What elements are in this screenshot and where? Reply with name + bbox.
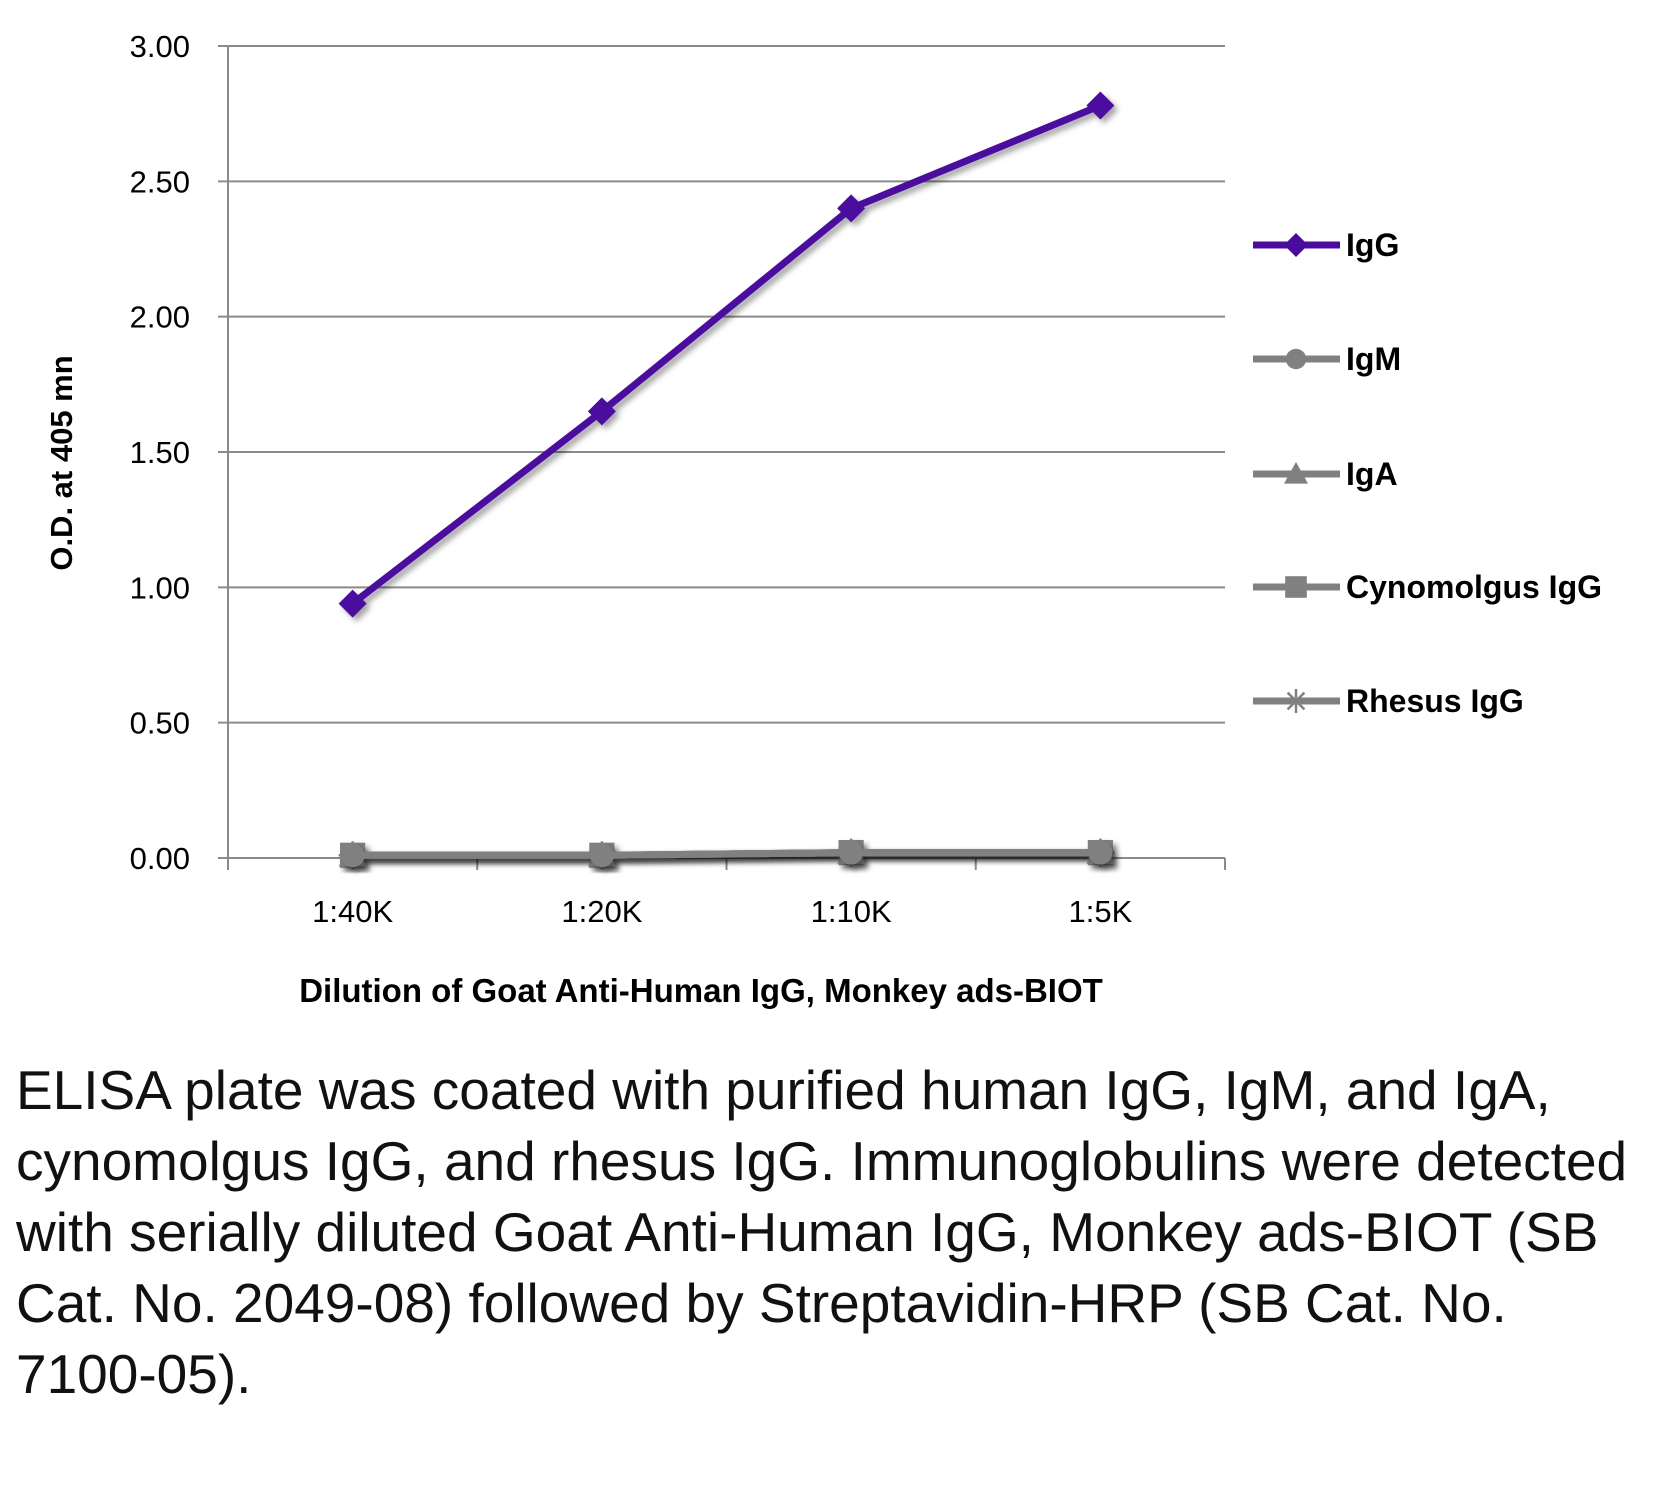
legend-label: IgA bbox=[1346, 456, 1398, 492]
square-marker bbox=[1285, 576, 1307, 598]
legend-label: IgG bbox=[1346, 227, 1399, 263]
legend-label: Cynomolgus IgG bbox=[1346, 569, 1602, 605]
legend-label: Rhesus IgG bbox=[1346, 683, 1524, 719]
diamond-marker bbox=[338, 589, 367, 618]
y-axis-title: O.D. at 405 mn bbox=[44, 355, 79, 570]
legend-item: IgG bbox=[1253, 227, 1399, 263]
y-tick-label: 1.50 bbox=[130, 435, 190, 470]
legend-item: Cynomolgus IgG bbox=[1253, 569, 1602, 605]
elisa-line-chart: 0.00 0.50 1.00 1.50 2.00 2.50 3.00 1:40K 1:20K 1:… bbox=[44, 29, 1602, 1009]
legend-item: IgA bbox=[1253, 456, 1398, 492]
star-stroke bbox=[1286, 691, 1306, 711]
figure-caption: ELISA plate was coated with purified hum… bbox=[16, 1059, 1628, 1405]
triangle-marker bbox=[1284, 462, 1308, 484]
star-marker bbox=[1284, 689, 1308, 713]
x-tick-label: 1:10K bbox=[811, 894, 892, 929]
gridlines bbox=[218, 45, 1225, 859]
series-igm bbox=[340, 840, 1113, 868]
axes: 0.00 0.50 1.00 1.50 2.00 2.50 3.00 1:40K 1:20K 1:… bbox=[130, 29, 1226, 929]
series-group bbox=[338, 91, 1115, 870]
y-tick-label: 0.50 bbox=[130, 706, 190, 741]
x-tick-label: 1:20K bbox=[561, 894, 642, 929]
y-tick-label: 2.50 bbox=[130, 164, 190, 199]
x-tick-label: 1:40K bbox=[312, 894, 393, 929]
circle-marker bbox=[589, 843, 614, 868]
legend-item: Rhesus IgG bbox=[1253, 683, 1524, 719]
circle-marker bbox=[1088, 840, 1113, 865]
y-tick-label: 1.00 bbox=[130, 570, 190, 605]
y-tick-label: 3.00 bbox=[130, 29, 190, 64]
diamond-marker bbox=[837, 194, 866, 223]
series-igg bbox=[338, 91, 1115, 618]
legend-label: IgM bbox=[1346, 341, 1401, 377]
y-tick-label: 2.00 bbox=[130, 300, 190, 335]
series-line bbox=[352, 849, 1101, 859]
x-tick-label: 1:5K bbox=[1068, 894, 1132, 929]
diamond-marker bbox=[1086, 91, 1115, 120]
legend: IgG IgM IgA Cynomolgus IgG Rhesus IgG bbox=[1253, 227, 1602, 719]
diamond-marker bbox=[1284, 233, 1308, 257]
legend-item: IgM bbox=[1253, 341, 1401, 377]
diamond-marker bbox=[587, 397, 616, 426]
y-tick-label: 0.00 bbox=[130, 841, 190, 876]
circle-marker bbox=[340, 843, 365, 868]
circle-marker bbox=[839, 840, 864, 865]
series-line bbox=[350, 102, 1102, 607]
x-axis-title: Dilution of Goat Anti-Human IgG, Monkey … bbox=[299, 972, 1103, 1009]
circle-marker bbox=[1285, 348, 1307, 370]
